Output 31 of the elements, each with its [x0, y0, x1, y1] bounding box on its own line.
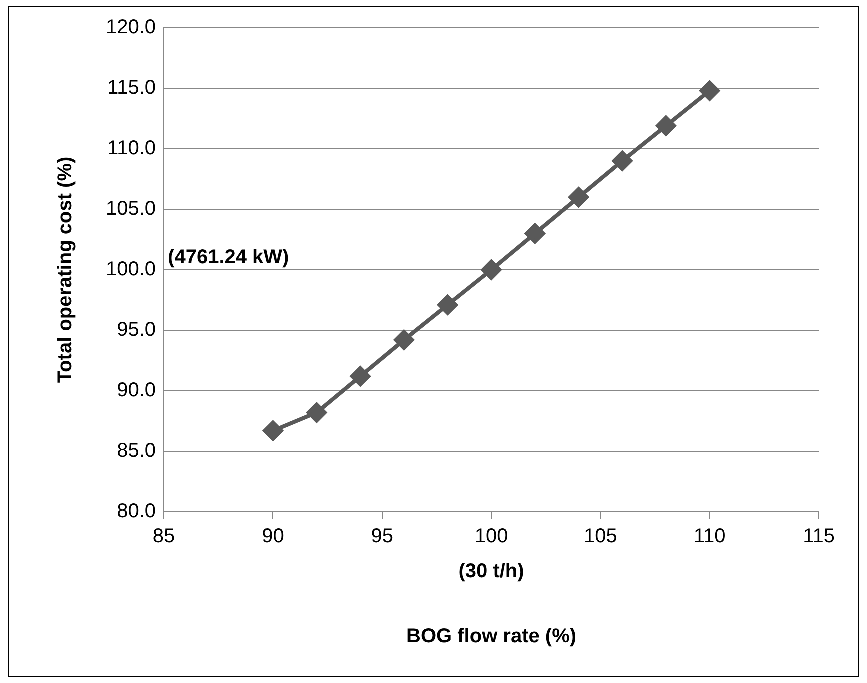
x-tick-label: 100 — [474, 526, 508, 548]
y-tick-label: 90.0 — [117, 380, 156, 402]
point — [612, 151, 633, 172]
point — [306, 402, 327, 423]
point — [482, 260, 502, 280]
point — [568, 187, 589, 208]
point — [350, 366, 371, 386]
y-tick-label: 115.0 — [107, 77, 156, 100]
x-tick-label: 90 — [262, 526, 284, 548]
y-tick-label: 100.0 — [106, 258, 156, 281]
x-tick-label: 110 — [694, 526, 726, 548]
y-tick-label: 110.0 — [107, 138, 156, 160]
x-tick-label: 85 — [152, 526, 176, 548]
text: (30 t/h) — [458, 560, 524, 583]
y-tick-label: 95.0 — [117, 319, 156, 342]
point — [394, 330, 414, 350]
x-axis-title: BOG flow rate (%) — [406, 626, 577, 648]
y-tick-label: 120.0 — [106, 16, 156, 39]
y-axis-title: Total operating cost (%) — [54, 156, 77, 384]
point — [525, 224, 546, 244]
y-tick-label: 85.0 — [117, 440, 156, 462]
y-tick-label: 80.0 — [117, 500, 156, 523]
point — [263, 420, 284, 441]
annotation: (4761.24 kW) — [168, 246, 290, 269]
point — [700, 80, 720, 101]
x-tick-label: 95 — [371, 526, 394, 548]
point — [656, 116, 676, 136]
y-tick-label: 105.0 — [106, 198, 156, 220]
x-tick-label: 115 — [803, 526, 835, 548]
point — [438, 295, 458, 316]
x-tick-label: 105 — [584, 526, 618, 548]
